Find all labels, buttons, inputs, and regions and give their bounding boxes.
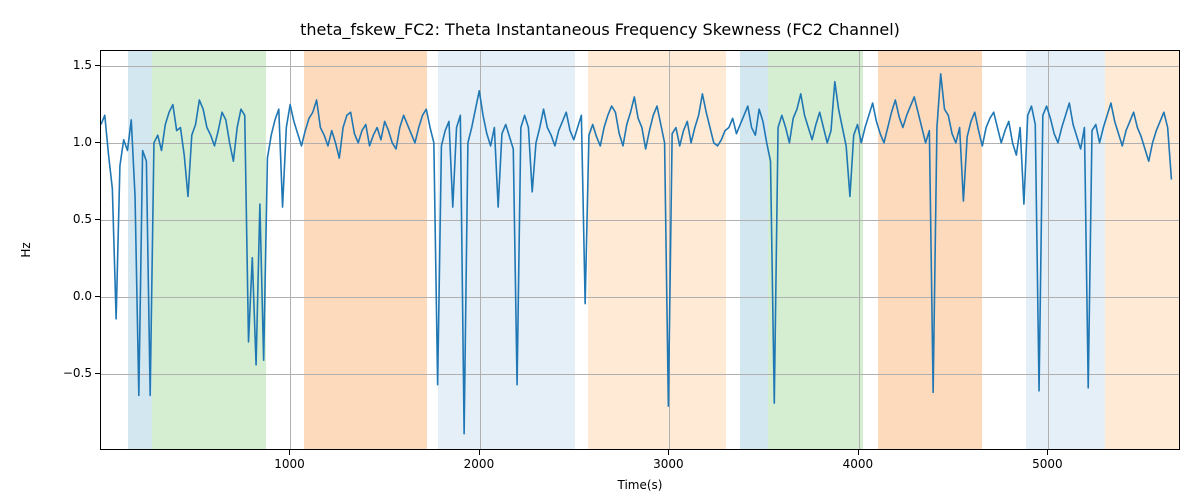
x-tick (668, 450, 669, 455)
y-tick (95, 142, 100, 143)
y-tick (95, 296, 100, 297)
series-line (101, 74, 1171, 434)
x-tick (1047, 450, 1048, 455)
y-tick-label: 0.0 (73, 289, 92, 303)
x-tick (289, 450, 290, 455)
y-tick-label: 1.5 (73, 58, 92, 72)
y-tick (95, 65, 100, 66)
line-series (101, 51, 1179, 449)
y-tick (95, 219, 100, 220)
y-tick-label: −0.5 (63, 366, 92, 380)
x-axis-label: Time(s) (618, 478, 663, 492)
y-axis-label: Hz (19, 242, 33, 257)
y-tick (95, 373, 100, 374)
y-tick-label: 1.0 (73, 135, 92, 149)
x-tick-label: 2000 (464, 457, 495, 471)
plot-area (100, 50, 1180, 450)
chart-title: theta_fskew_FC2: Theta Instantaneous Fre… (0, 20, 1200, 39)
x-tick-label: 4000 (843, 457, 874, 471)
x-tick-label: 5000 (1032, 457, 1063, 471)
x-tick-label: 3000 (653, 457, 684, 471)
x-tick (858, 450, 859, 455)
x-tick (479, 450, 480, 455)
y-tick-label: 0.5 (73, 212, 92, 226)
x-tick-label: 1000 (274, 457, 305, 471)
